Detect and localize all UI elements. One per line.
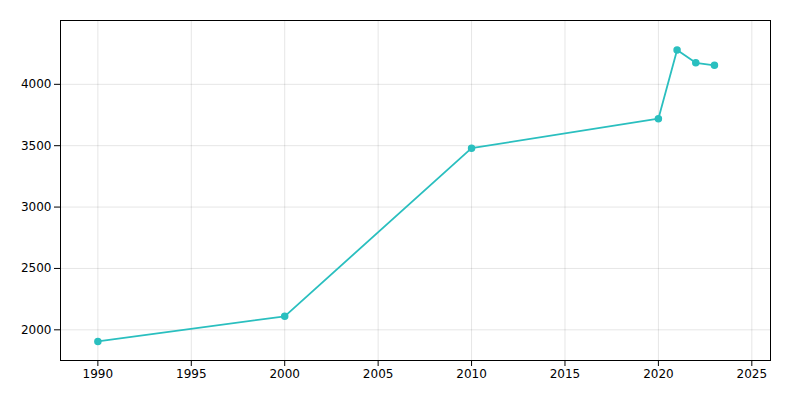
svg-text:3500: 3500 [21, 139, 52, 153]
svg-text:2005: 2005 [363, 367, 394, 381]
svg-text:2000: 2000 [21, 323, 52, 337]
svg-text:2015: 2015 [550, 367, 581, 381]
svg-text:4000: 4000 [21, 77, 52, 91]
svg-text:1995: 1995 [176, 367, 207, 381]
svg-text:1990: 1990 [83, 367, 114, 381]
svg-text:2020: 2020 [643, 367, 674, 381]
svg-text:2000: 2000 [269, 367, 300, 381]
svg-text:2010: 2010 [456, 367, 487, 381]
svg-text:2500: 2500 [21, 261, 52, 275]
svg-text:3000: 3000 [21, 200, 52, 214]
svg-text:2025: 2025 [737, 367, 768, 381]
